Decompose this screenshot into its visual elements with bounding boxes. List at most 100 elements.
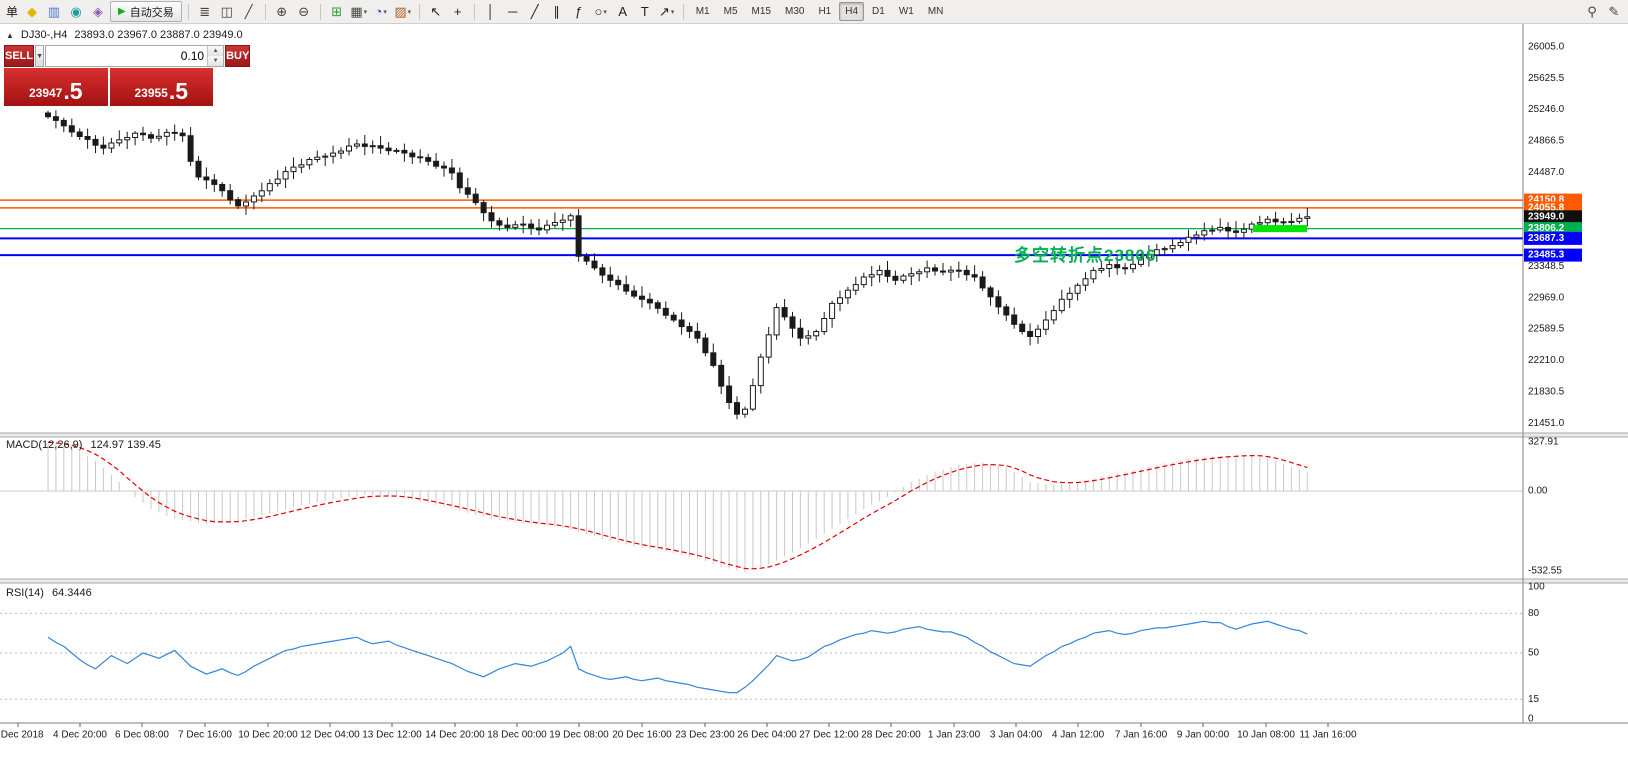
macd-axis-label: -532.55	[1528, 566, 1562, 577]
volume-up-arrow[interactable]: ▲	[208, 46, 224, 56]
price-axis[interactable]: 26005.025625.525246.024866.524487.024107…	[1524, 42, 1582, 725]
price-badge-label: 23485.3	[1528, 250, 1565, 261]
time-axis-label: 10 Jan 08:00	[1237, 730, 1295, 741]
candle-body	[559, 219, 566, 223]
templates-icon[interactable]: ▨ ▾	[394, 3, 412, 19]
candle-body	[1050, 310, 1057, 321]
candlestick-chart-icon[interactable]: ◫	[220, 3, 233, 19]
dropdown-arrow-icon[interactable]: ▾	[363, 8, 368, 16]
candle-body	[1042, 319, 1049, 330]
vertical-line-icon[interactable]: │	[486, 4, 495, 19]
timeframe-m15[interactable]: M15	[751, 6, 771, 17]
candle-body	[1217, 226, 1224, 231]
arrows-icon[interactable]: ↗ ▾	[659, 3, 675, 19]
dropdown-arrow-icon[interactable]: ▾	[383, 8, 387, 16]
dropdown-arrow-icon[interactable]: ▾	[407, 8, 412, 16]
timeframe-m30[interactable]: M30	[784, 6, 805, 17]
time-axis-label: 4 Dec 20:00	[53, 730, 107, 741]
bar-chart-icon[interactable]: ≣	[199, 3, 211, 19]
crosshair-icon[interactable]: +	[453, 4, 462, 19]
candle-body	[314, 156, 321, 160]
text-icon[interactable]: A	[618, 4, 628, 19]
time-axis-label: 6 Dec 08:00	[115, 730, 169, 741]
dropdown-arrow-icon[interactable]: ▾	[603, 8, 607, 16]
toolbar-separator	[418, 3, 420, 20]
price-axis-label: 22969.0	[1528, 292, 1565, 303]
buy-price-button[interactable]: 23955 .5	[109, 68, 213, 106]
tile-windows-icon[interactable]: ⊞	[331, 3, 343, 19]
candle-body	[84, 136, 91, 140]
volume-input[interactable]	[46, 46, 208, 66]
profiles-icon[interactable]: ◔ ▾	[374, 4, 387, 19]
rsi-axis-label: 15	[1528, 694, 1540, 705]
timeframe-h4[interactable]: H4	[839, 2, 865, 21]
price-axis-label: 25625.5	[1528, 73, 1565, 84]
new-chart-icon[interactable]: ▦ ▾	[350, 3, 368, 19]
market-watch-icon[interactable]: ◉	[70, 3, 82, 19]
sell-button[interactable]: SELL	[4, 45, 35, 67]
zoom-out-icon[interactable]: ⊖	[298, 3, 310, 19]
candle-body	[369, 145, 376, 148]
channel-icon[interactable]: ∥	[553, 3, 560, 19]
dropdown-arrow-icon[interactable]: ▾	[670, 8, 675, 16]
timeframe-mn[interactable]: MN	[927, 6, 944, 17]
candle-body	[195, 160, 202, 178]
horizontal-line-icon[interactable]: ─	[508, 4, 518, 19]
candle-body	[757, 356, 764, 387]
candle-body	[1209, 229, 1216, 232]
charts-icon[interactable]: ▥	[47, 3, 61, 19]
fibonacci-icon[interactable]: ƒ	[575, 4, 583, 19]
candle-body	[425, 157, 432, 162]
zoom-in-icon[interactable]: ⊕	[276, 3, 288, 19]
time-axis[interactable]: 3 Dec 2018 4 Dec 20:00 6 Dec 08:00 7 Dec 16…	[0, 723, 1357, 741]
search-icon[interactable]: ⚲	[1587, 3, 1597, 19]
price-axis-label: 22589.5	[1528, 324, 1565, 335]
chart-canvas[interactable]: 26005.025625.525246.024866.524487.024107…	[0, 24, 1628, 771]
chart-text-annotation[interactable]: 多空转折点23806	[1014, 246, 1157, 265]
timeframe-d1[interactable]: D1	[872, 6, 885, 17]
candle-body	[45, 112, 51, 118]
candle-body	[219, 184, 226, 192]
cursor-icon[interactable]: ↖	[430, 3, 442, 19]
candle-body	[1011, 314, 1018, 325]
volume-down-arrow[interactable]: ▼	[208, 56, 224, 66]
trade-mode-dropdown[interactable]: ▼	[35, 45, 45, 67]
timeframe-m1[interactable]: M1	[695, 6, 710, 17]
candle-body	[813, 331, 820, 337]
timeframe-m5[interactable]: M5	[723, 6, 738, 17]
candle-body	[124, 137, 131, 141]
collapse-panel-arrow[interactable]: ▲	[6, 30, 14, 40]
volume-stepper: ▲ ▼	[207, 46, 224, 66]
candle-body	[678, 319, 685, 328]
macd-values: 124.97 139.45	[90, 439, 161, 451]
panel-divider[interactable]	[0, 433, 1628, 437]
edit-icon[interactable]: ✎	[1608, 3, 1620, 19]
candle-body	[908, 273, 915, 277]
auto-trading-button[interactable]: ▶ 自动交易	[110, 1, 182, 22]
trendline-icon[interactable]: ╱	[530, 3, 539, 19]
rsi-axis-label: 100	[1528, 582, 1545, 593]
auto-trading-label: 自动交易	[129, 6, 174, 19]
candle-body	[520, 223, 527, 226]
candle-body	[1240, 228, 1247, 233]
sell-price-button[interactable]: 23947 .5	[4, 68, 108, 106]
panel-divider[interactable]	[0, 579, 1628, 583]
buy-button[interactable]: BUY	[225, 45, 251, 67]
time-axis-label: 7 Dec 16:00	[178, 730, 232, 741]
candle-body	[187, 135, 194, 162]
data-window-icon[interactable]: ◈	[93, 3, 104, 19]
candle-body	[243, 201, 249, 207]
text-label-icon[interactable]: T	[640, 4, 649, 19]
sell-price-main: 23947	[28, 86, 63, 100]
time-axis-label: 27 Dec 12:00	[799, 730, 859, 741]
line-chart-icon[interactable]: ╱	[244, 3, 253, 19]
highlight-bar[interactable]	[1253, 225, 1307, 233]
shapes-icon[interactable]: ○ ▾	[594, 4, 607, 19]
candle-body	[258, 190, 265, 197]
timeframe-h1[interactable]: H1	[818, 6, 832, 17]
candle-body	[544, 224, 550, 231]
candle-body	[393, 149, 400, 152]
new-order-icon[interactable]: ◆	[27, 3, 38, 19]
candle-body	[1027, 331, 1034, 337]
timeframe-w1[interactable]: W1	[898, 6, 914, 17]
